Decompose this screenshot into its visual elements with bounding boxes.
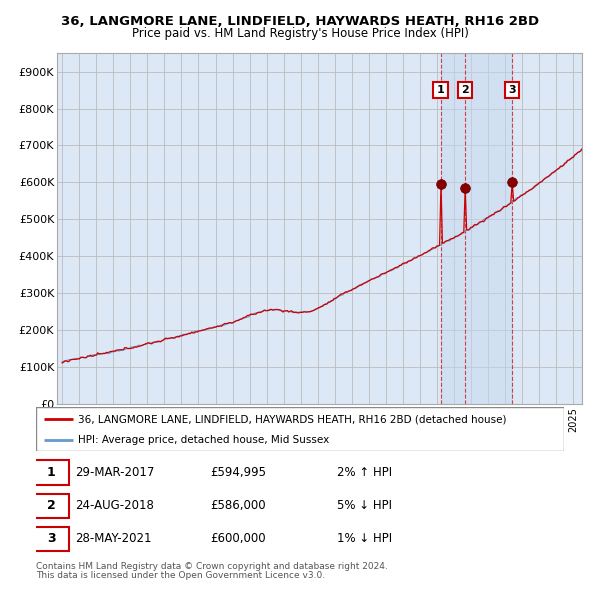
Text: 28-MAY-2021: 28-MAY-2021 [76,532,152,546]
Text: 29-MAR-2017: 29-MAR-2017 [76,466,155,480]
Text: 5% ↓ HPI: 5% ↓ HPI [337,499,392,513]
Text: This data is licensed under the Open Government Licence v3.0.: This data is licensed under the Open Gov… [36,571,325,579]
Text: Contains HM Land Registry data © Crown copyright and database right 2024.: Contains HM Land Registry data © Crown c… [36,562,388,571]
Text: 2% ↑ HPI: 2% ↑ HPI [337,466,392,480]
Text: 2: 2 [47,499,56,513]
Text: 2: 2 [461,85,469,95]
Text: HPI: Average price, detached house, Mid Sussex: HPI: Average price, detached house, Mid … [78,435,329,445]
FancyBboxPatch shape [34,460,69,485]
Text: 3: 3 [47,532,56,546]
Text: Price paid vs. HM Land Registry's House Price Index (HPI): Price paid vs. HM Land Registry's House … [131,27,469,40]
Text: 1: 1 [437,85,445,95]
FancyBboxPatch shape [34,493,69,519]
Text: £586,000: £586,000 [210,499,266,513]
Bar [440,53,512,404]
Text: 24-AUG-2018: 24-AUG-2018 [76,499,154,513]
FancyBboxPatch shape [34,526,69,551]
Text: 1% ↓ HPI: 1% ↓ HPI [337,532,392,546]
Text: 3: 3 [508,85,516,95]
Text: 36, LANGMORE LANE, LINDFIELD, HAYWARDS HEATH, RH16 2BD (detached house): 36, LANGMORE LANE, LINDFIELD, HAYWARDS H… [78,415,507,424]
Text: £600,000: £600,000 [210,532,266,546]
Text: 36, LANGMORE LANE, LINDFIELD, HAYWARDS HEATH, RH16 2BD: 36, LANGMORE LANE, LINDFIELD, HAYWARDS H… [61,15,539,28]
Text: 1: 1 [47,466,56,480]
Text: £594,995: £594,995 [210,466,266,480]
